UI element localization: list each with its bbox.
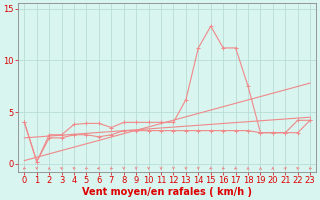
X-axis label: Vent moyen/en rafales ( km/h ): Vent moyen/en rafales ( km/h ) bbox=[82, 187, 252, 197]
